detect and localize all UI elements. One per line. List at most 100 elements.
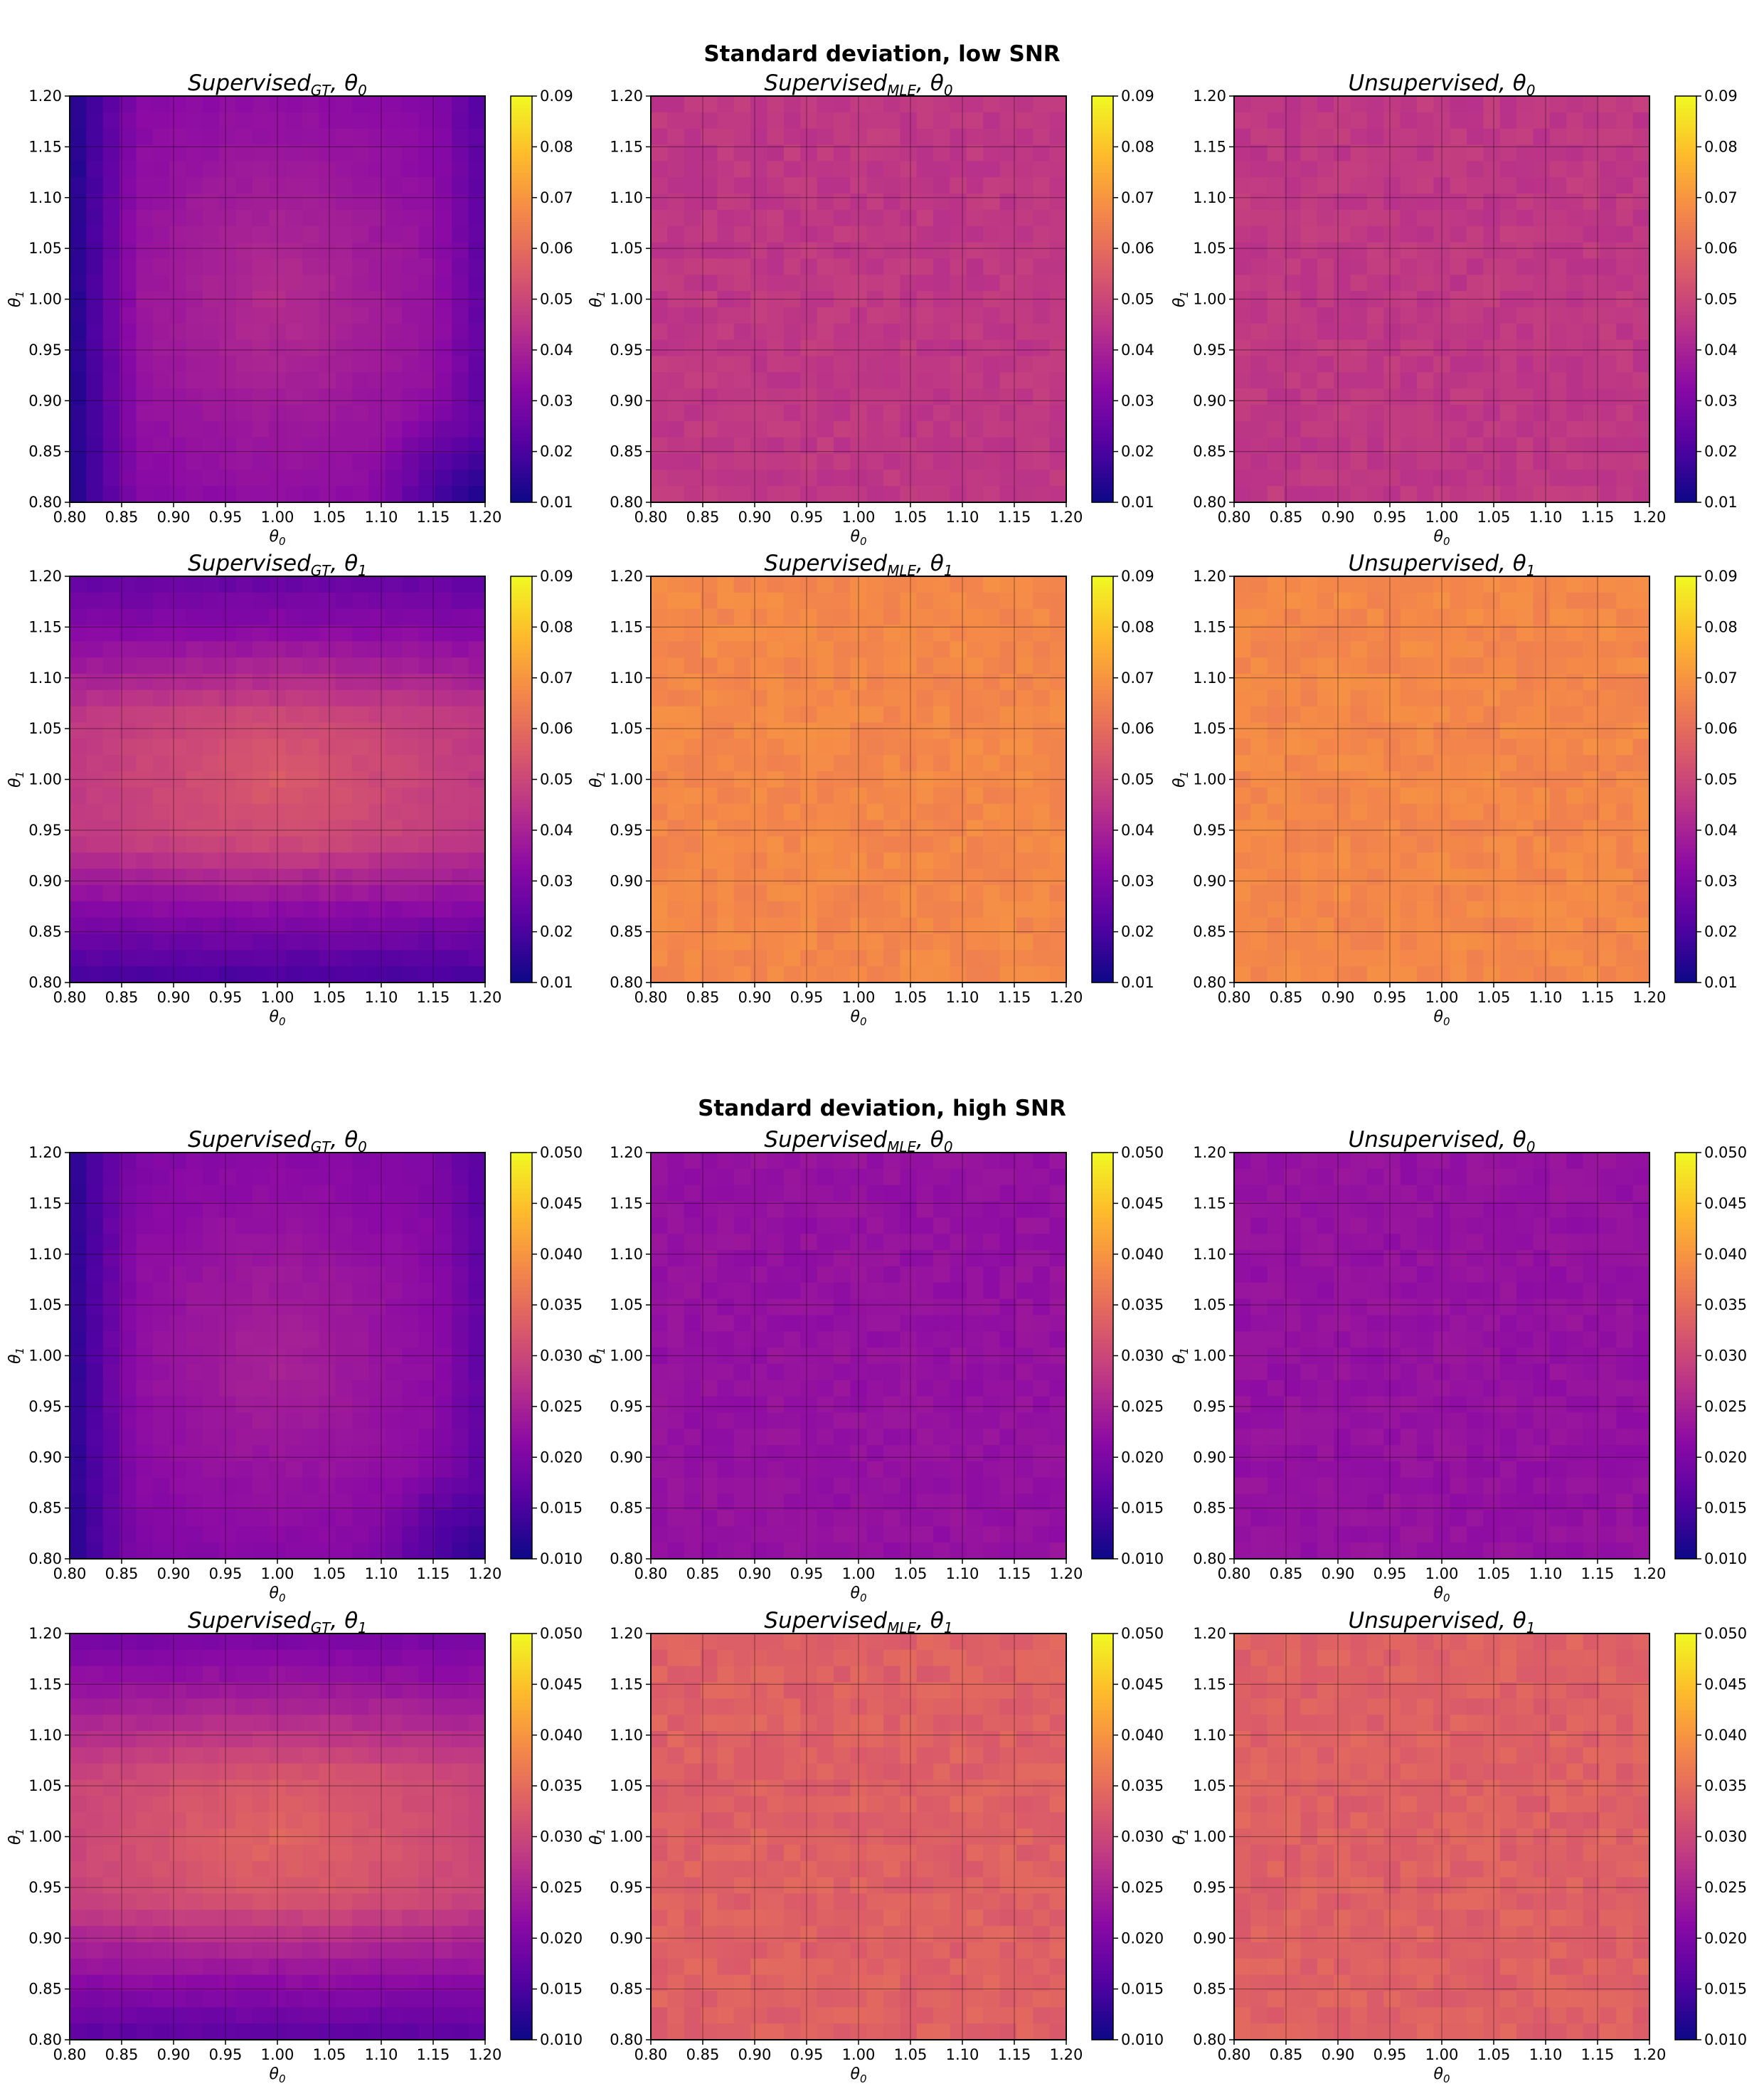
heatmap-cell xyxy=(235,1234,253,1251)
heatmap-cell xyxy=(402,486,420,503)
heatmap-cell xyxy=(186,608,203,626)
heatmap-cell xyxy=(1566,771,1584,788)
heatmap-cell xyxy=(1433,674,1451,691)
heatmap-cell xyxy=(169,486,187,503)
heatmap-cell xyxy=(717,738,735,756)
heatmap-cell xyxy=(866,291,884,308)
heatmap-cell xyxy=(335,592,353,610)
heatmap-cell xyxy=(999,388,1017,406)
heatmap-cell xyxy=(152,1234,170,1251)
heatmap-cell xyxy=(767,820,785,837)
colorbar-segment xyxy=(1675,852,1696,857)
heatmap-cell xyxy=(1583,177,1600,194)
heatmap-cell xyxy=(701,901,718,918)
heatmap-cell xyxy=(319,1201,336,1218)
heatmap-cell xyxy=(1383,209,1401,227)
colorbar-segment xyxy=(511,743,532,748)
heatmap-cell xyxy=(385,404,403,422)
colorbar-segment xyxy=(511,848,532,853)
colorbar-segment xyxy=(1092,738,1113,743)
heatmap-cell xyxy=(651,771,668,788)
heatmap-cell xyxy=(833,242,851,259)
colorbar-segment xyxy=(1092,698,1113,703)
heatmap-cell xyxy=(1250,194,1268,211)
colorbar-segment xyxy=(511,637,532,642)
heatmap-cell xyxy=(651,437,668,455)
heatmap-cell xyxy=(1616,437,1634,455)
heatmap-cell xyxy=(800,869,818,886)
heatmap-cell xyxy=(833,933,851,951)
heatmap-cell xyxy=(1599,486,1617,503)
heatmap-cell xyxy=(169,674,187,691)
heatmap-cell xyxy=(1632,470,1650,487)
heatmap-cell xyxy=(1284,755,1302,772)
colorbar-segment xyxy=(1675,388,1696,393)
heatmap-cell xyxy=(999,608,1017,626)
heatmap-cell xyxy=(1533,194,1551,211)
heatmap-cell xyxy=(1317,177,1334,194)
heatmap-cell xyxy=(1334,836,1351,853)
heatmap-cell xyxy=(1300,738,1318,756)
colorbar-segment xyxy=(511,852,532,857)
heatmap-cell xyxy=(219,1168,237,1186)
heatmap-cell xyxy=(352,674,370,691)
heatmap-cell xyxy=(352,901,370,918)
heatmap-cell xyxy=(1234,917,1251,935)
colorbar-segment xyxy=(1675,372,1696,377)
heatmap-cell xyxy=(933,869,951,886)
colorbar-segment xyxy=(1675,201,1696,206)
colorbar-segment xyxy=(511,124,532,129)
heatmap-cell xyxy=(136,177,154,194)
heatmap-cell xyxy=(235,1168,253,1186)
heatmap-cell xyxy=(385,420,403,438)
heatmap-cell xyxy=(684,323,701,341)
colorbar-segment xyxy=(1092,307,1113,312)
heatmap-cell xyxy=(999,771,1017,788)
heatmap-cell xyxy=(352,933,370,951)
colorbar-segment xyxy=(1092,832,1113,837)
heatmap-cell xyxy=(717,755,735,772)
heatmap-cell xyxy=(1516,323,1534,341)
heatmap-cell xyxy=(1583,209,1600,227)
heatmap-cell xyxy=(1234,275,1251,292)
heatmap-cell xyxy=(1284,933,1302,951)
heatmap-cell xyxy=(319,950,336,967)
heatmap-cell xyxy=(70,901,87,918)
heatmap-cell xyxy=(335,128,353,146)
heatmap-cell xyxy=(1400,689,1418,707)
heatmap-cell xyxy=(219,608,237,626)
colorbar-segment xyxy=(1092,420,1113,426)
heatmap-cell xyxy=(651,226,668,243)
heatmap-cell xyxy=(1632,339,1650,357)
heatmap-cell xyxy=(733,388,751,406)
heatmap-cell xyxy=(1450,625,1467,642)
heatmap-cell xyxy=(1334,771,1351,788)
heatmap-cell xyxy=(435,771,452,788)
colorbar-segment xyxy=(1675,413,1696,418)
heatmap-cell xyxy=(1284,209,1302,227)
colorbar-segment xyxy=(1092,360,1113,365)
heatmap-cell xyxy=(119,689,137,707)
heatmap-cell xyxy=(750,884,768,902)
heatmap-cell xyxy=(883,950,900,967)
heatmap-cell xyxy=(750,453,768,470)
colorbar-segment xyxy=(1675,600,1696,605)
heatmap-cell xyxy=(916,787,934,805)
heatmap-cell xyxy=(102,869,120,886)
colorbar-segment xyxy=(511,270,532,275)
heatmap-cell xyxy=(1549,323,1567,341)
x-tick-label: 0.80 xyxy=(634,989,668,1006)
heatmap-cell xyxy=(750,901,768,918)
heatmap-cell xyxy=(1033,388,1051,406)
colorbar-segment xyxy=(1675,429,1696,434)
heatmap-cell xyxy=(717,177,735,194)
heatmap-cell xyxy=(1400,177,1418,194)
heatmap-cell xyxy=(750,836,768,853)
colorbar-tick-label: 0.07 xyxy=(1704,669,1738,687)
heatmap-cell xyxy=(352,144,370,162)
heatmap-cell xyxy=(186,356,203,373)
heatmap-cell xyxy=(102,771,120,788)
heatmap-cell xyxy=(1400,722,1418,739)
heatmap-cell xyxy=(202,901,220,918)
colorbar-segment xyxy=(1675,295,1696,300)
